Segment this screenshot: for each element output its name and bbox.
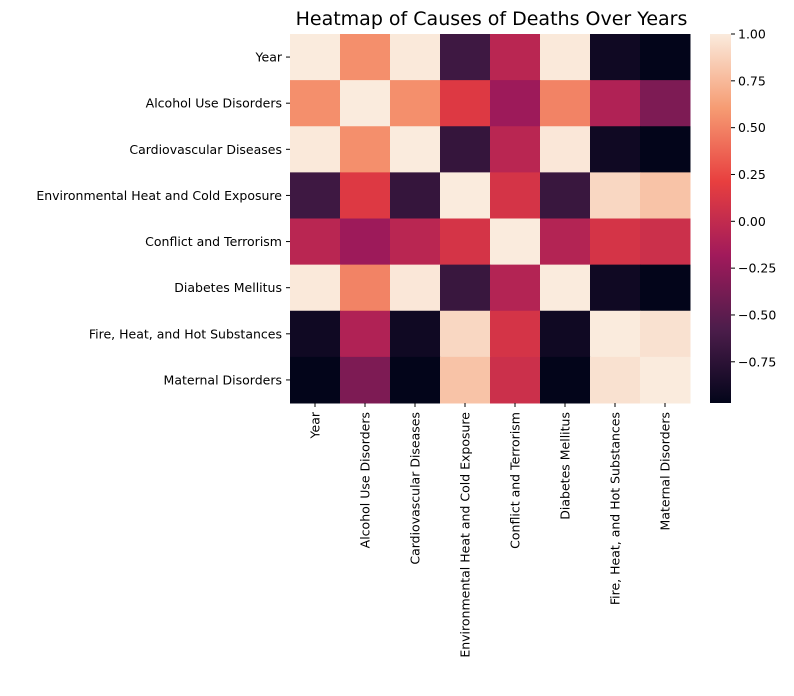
heatmap-cell (440, 356, 491, 404)
colorbar-tick-label: 1.00 (738, 27, 766, 42)
x-tick-label: Environmental Heat and Cold Exposure (458, 412, 473, 658)
heatmap-cell (390, 218, 441, 266)
heatmap-cell (640, 310, 691, 358)
y-tick-label: Fire, Heat, and Hot Substances (89, 326, 282, 341)
heatmap-cell (340, 218, 391, 266)
heatmap-cell (640, 218, 691, 266)
heatmap-cell (290, 80, 341, 127)
heatmap-cell (390, 80, 441, 127)
heatmap-cell (590, 218, 641, 266)
y-tick-label: Maternal Disorders (164, 372, 282, 387)
heatmap-cell (490, 80, 541, 127)
heatmap-cell (290, 218, 341, 266)
heatmap-cell (340, 80, 391, 127)
heatmap-cell (440, 264, 491, 312)
heatmap-cell (290, 310, 341, 358)
heatmap-cell (490, 126, 541, 173)
heatmap-cell (490, 264, 541, 312)
heatmap-cell (390, 34, 441, 81)
heatmap-cell (390, 310, 441, 358)
y-tick-label: Environmental Heat and Cold Exposure (36, 188, 282, 203)
x-tick-label: Alcohol Use Disorders (358, 412, 373, 548)
heatmap-cell (590, 310, 641, 358)
heatmap-cell (340, 34, 391, 81)
heatmap-cell (590, 80, 641, 127)
chart-title: Heatmap of Causes of Deaths Over Years (296, 8, 688, 30)
heatmap-cell (390, 356, 441, 404)
heatmap-cell (640, 356, 691, 404)
heatmap-cell (440, 172, 491, 219)
heatmap-cell (440, 80, 491, 127)
heatmap-cell (290, 34, 341, 81)
heatmap-cell (340, 310, 391, 358)
colorbar-axis: 1.00 0.75 0.50 0.25 0.00 −0.25 −0.50 −0.75 (731, 27, 776, 369)
heatmap-cell (540, 356, 591, 404)
heatmap-cell (490, 356, 541, 404)
heatmap-cell (390, 264, 441, 312)
heatmap-cell (440, 126, 491, 173)
heatmap-cell (490, 218, 541, 266)
heatmap-cell (440, 310, 491, 358)
colorbar-tick-label: −0.50 (738, 307, 776, 322)
colorbar-tick-label: 0.25 (738, 167, 766, 182)
x-tick-label: Diabetes Mellitus (558, 412, 573, 520)
heatmap-cell (490, 310, 541, 358)
y-axis: Year Alcohol Use Disorders Cardiovascular … (36, 50, 290, 387)
heatmap-cell (540, 218, 591, 266)
colorbar-tick-label: 0.00 (738, 214, 766, 229)
colorbar-tick-label: 0.75 (738, 73, 766, 88)
heatmap-cell (640, 126, 691, 173)
heatmap-cell (590, 172, 641, 219)
heatmap-cell (540, 34, 591, 81)
heatmap-cell (390, 126, 441, 173)
heatmap-cell (340, 126, 391, 173)
x-tick-label: Cardiovascular Diseases (408, 412, 423, 565)
x-tick-label: Conflict and Terrorism (508, 412, 523, 549)
heatmap-cell (490, 34, 541, 81)
heatmap-cell (390, 172, 441, 219)
heatmap-cell (290, 264, 341, 312)
x-tick-label: Maternal Disorders (658, 412, 673, 530)
colorbar-tick-label: −0.75 (738, 354, 776, 369)
colorbar-tick-label: −0.25 (738, 261, 776, 276)
heatmap-cells (290, 34, 691, 404)
y-tick-label: Year (255, 50, 283, 65)
heatmap-cell (540, 310, 591, 358)
heatmap-cell (640, 172, 691, 219)
colorbar-tick-label: 0.50 (738, 120, 766, 135)
heatmap-cell (540, 80, 591, 127)
colorbar (710, 34, 731, 403)
heatmap-cell (640, 80, 691, 127)
heatmap-cell (440, 34, 491, 81)
heatmap-cell (640, 264, 691, 312)
heatmap-cell (340, 356, 391, 404)
x-tick-label: Fire, Heat, and Hot Substances (608, 412, 623, 605)
heatmap-cell (340, 172, 391, 219)
heatmap-cell (340, 264, 391, 312)
heatmap-cell (540, 264, 591, 312)
heatmap-cell (540, 172, 591, 219)
y-tick-label: Alcohol Use Disorders (146, 96, 282, 111)
heatmap-cell (290, 172, 341, 219)
heatmap-cell (590, 356, 641, 404)
heatmap-cell (590, 126, 641, 173)
x-axis: Year Alcohol Use Disorders Cardiovascular … (308, 403, 673, 658)
heatmap-cell (590, 34, 641, 81)
heatmap-cell (590, 264, 641, 312)
heatmap-cell (540, 126, 591, 173)
heatmap-cell (290, 126, 341, 173)
heatmap-cell (440, 218, 491, 266)
heatmap-cell (640, 34, 691, 81)
heatmap-cell (490, 172, 541, 219)
y-tick-label: Cardiovascular Diseases (129, 142, 282, 157)
heatmap-cell (290, 356, 341, 404)
x-tick-label: Year (308, 411, 323, 439)
y-tick-label: Conflict and Terrorism (145, 234, 282, 249)
y-tick-label: Diabetes Mellitus (174, 280, 282, 295)
